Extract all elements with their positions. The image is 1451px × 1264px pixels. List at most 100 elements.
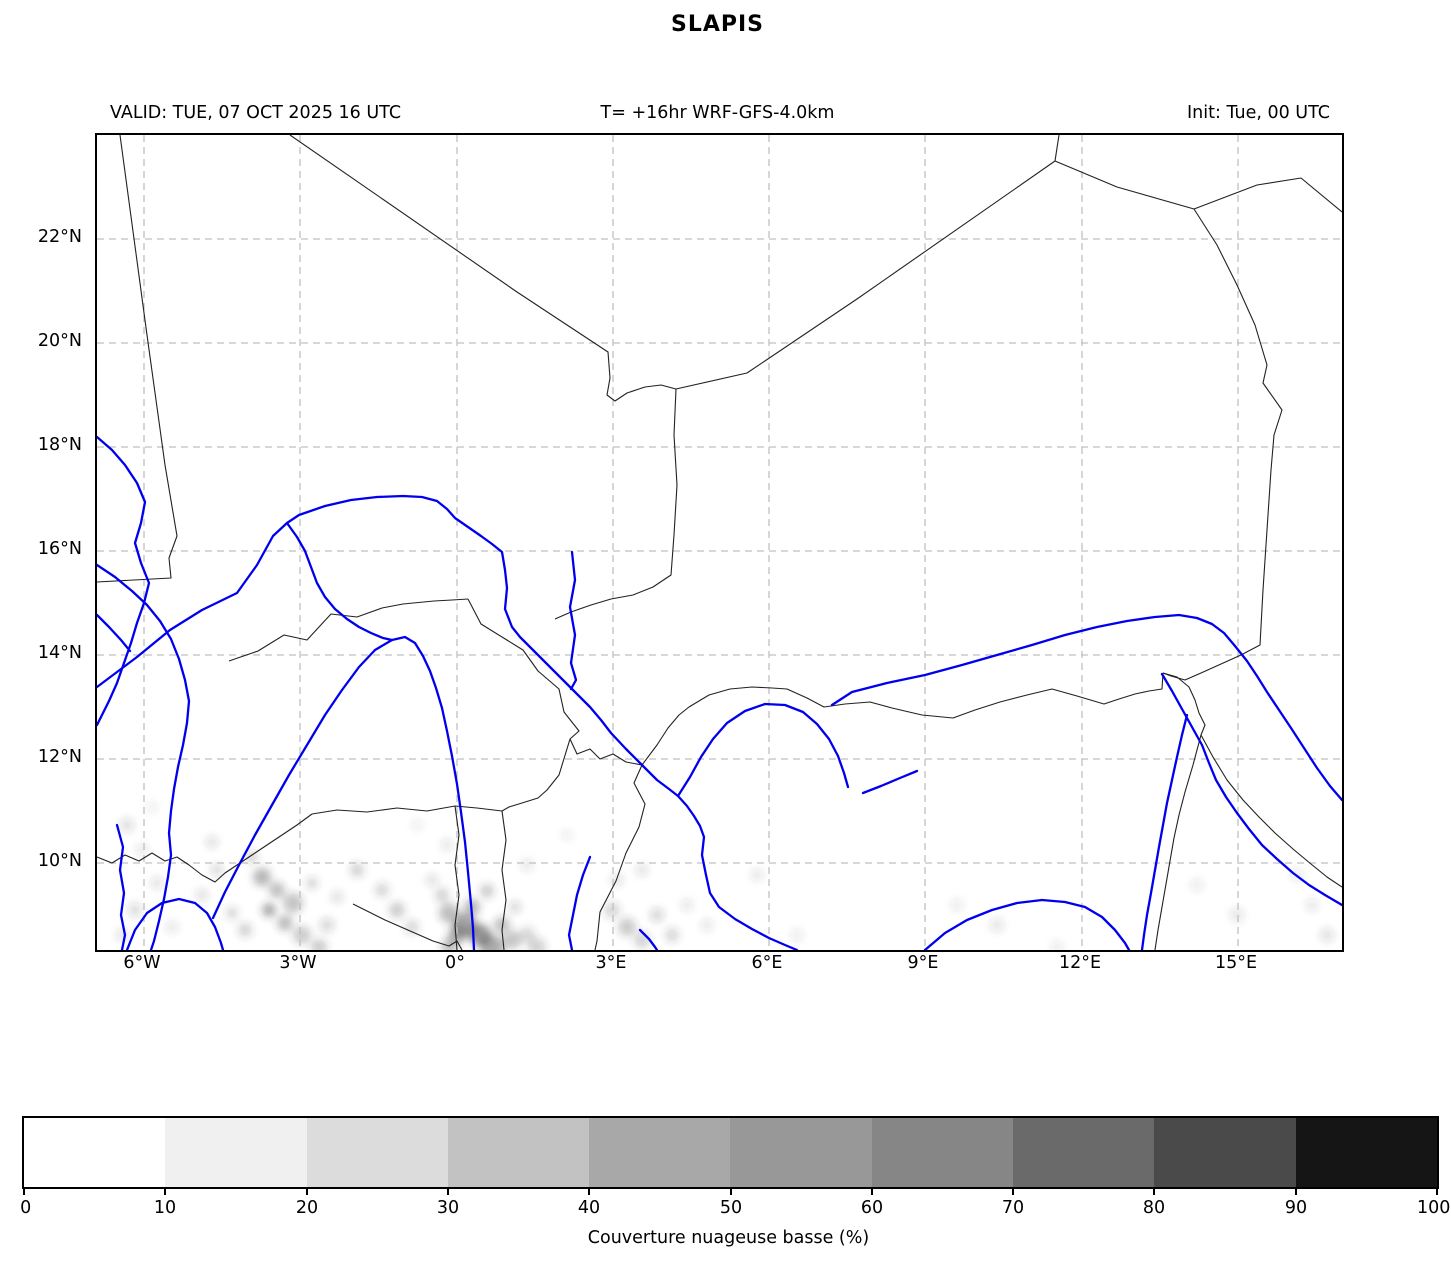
colorbar-tick-label: 80 bbox=[1142, 1198, 1166, 1218]
cloud-blob bbox=[665, 928, 679, 942]
colorbar-tick-label: 70 bbox=[1001, 1198, 1025, 1218]
cloud-blob bbox=[1320, 928, 1334, 942]
x-tick-label: 9°E bbox=[907, 953, 939, 973]
y-tick-label: 18°N bbox=[37, 435, 82, 455]
cloud-blob bbox=[1230, 908, 1244, 922]
colorbar-segment bbox=[1295, 1118, 1437, 1187]
cloud-blob bbox=[951, 899, 963, 911]
colorbar-segment bbox=[165, 1118, 307, 1187]
river-line bbox=[115, 823, 127, 950]
cloud-blob bbox=[151, 877, 163, 889]
cloud-blob bbox=[262, 903, 276, 917]
colorbar-segment bbox=[589, 1118, 731, 1187]
colorbar-tick-label: 0 bbox=[20, 1198, 32, 1218]
y-tick-label: 14°N bbox=[37, 643, 82, 663]
colorbar-tick bbox=[871, 1187, 873, 1195]
colorbar-tick bbox=[1012, 1187, 1014, 1195]
y-tick-label: 22°N bbox=[37, 227, 82, 247]
cloud-blob bbox=[681, 899, 693, 911]
cloud-blob bbox=[441, 839, 453, 851]
river-line bbox=[125, 897, 225, 950]
colorbar-segment bbox=[730, 1118, 872, 1187]
river-line bbox=[1140, 713, 1189, 950]
cloud-blob bbox=[412, 820, 422, 830]
river-line bbox=[676, 702, 850, 798]
y-tick-label: 16°N bbox=[37, 539, 82, 559]
cloud-blob bbox=[990, 918, 1004, 932]
colorbar-tick bbox=[447, 1187, 449, 1195]
country-border-line bbox=[1162, 672, 1342, 888]
colorbar-tick-label: 30 bbox=[436, 1198, 460, 1218]
forecast-model-label: T= +16hr WRF-GFS-4.0km bbox=[600, 103, 835, 123]
colorbar-caption: Couverture nuageuse basse (%) bbox=[587, 1228, 870, 1248]
country-border-line bbox=[467, 598, 580, 740]
country-border-line bbox=[1162, 208, 1283, 681]
river-line bbox=[1160, 672, 1342, 907]
country-border-line bbox=[1154, 734, 1202, 950]
y-tick-label: 20°N bbox=[37, 331, 82, 351]
colorbar-tick bbox=[164, 1187, 166, 1195]
cloud-blob bbox=[120, 818, 134, 832]
colorbar-segment bbox=[871, 1118, 1014, 1187]
colorbar-segment bbox=[306, 1118, 448, 1187]
cloud-blob bbox=[650, 908, 664, 922]
colorbar-tick bbox=[730, 1187, 732, 1195]
river-line bbox=[830, 613, 1342, 802]
country-borders-layer bbox=[97, 135, 1342, 950]
colorbar-tick bbox=[1153, 1187, 1155, 1195]
country-border-line bbox=[97, 813, 313, 883]
river-line bbox=[97, 613, 132, 653]
x-tick-label: 3°E bbox=[595, 953, 627, 973]
cloud-blob bbox=[751, 869, 763, 881]
cloud-blob bbox=[1191, 879, 1203, 891]
map-plot-area[interactable] bbox=[95, 133, 1344, 952]
colorbar-segment bbox=[1154, 1118, 1296, 1187]
cloud-blob bbox=[283, 893, 303, 913]
country-border-line bbox=[641, 672, 1164, 766]
country-border-line bbox=[594, 764, 646, 950]
cloud-blob bbox=[375, 883, 389, 897]
colorbar-tick-label: 20 bbox=[295, 1198, 319, 1218]
country-border-line bbox=[311, 805, 503, 815]
x-tick-label: 12°E bbox=[1058, 953, 1102, 973]
country-border-line bbox=[352, 903, 463, 950]
colorbar-segment bbox=[447, 1118, 590, 1187]
cloud-blob bbox=[311, 939, 327, 950]
x-tick-label: 0° bbox=[445, 953, 465, 973]
cloud-blob bbox=[701, 919, 713, 931]
init-time-label: Init: Tue, 00 UTC bbox=[1187, 103, 1330, 123]
colorbar-tick-label: 10 bbox=[153, 1198, 177, 1218]
colorbar-tick bbox=[588, 1187, 590, 1195]
river-line bbox=[211, 635, 476, 950]
river-line bbox=[923, 898, 1131, 950]
cloud-blob bbox=[226, 907, 238, 919]
y-axis-tick-labels: 22°N 20°N 18°N 16°N 14°N 12°N 10°N bbox=[0, 133, 88, 948]
cloud-blob bbox=[277, 915, 293, 931]
cloud-blob bbox=[562, 830, 572, 840]
cloud-blob bbox=[503, 931, 521, 949]
x-axis-tick-labels: 6°W 3°W 0° 3°E 6°E 9°E 12°E 15°E bbox=[95, 953, 1340, 979]
map-svg bbox=[97, 135, 1342, 950]
river-line bbox=[861, 769, 919, 795]
cloud-blob bbox=[211, 864, 223, 876]
cloud-blob bbox=[521, 859, 533, 871]
cloud-blob bbox=[611, 874, 623, 886]
page-title: SLAPIS bbox=[670, 12, 765, 37]
cloud-blob bbox=[448, 926, 466, 944]
cloud-blob bbox=[604, 902, 620, 918]
country-border-line bbox=[1054, 135, 1060, 162]
colorbar-segment bbox=[1013, 1118, 1155, 1187]
river-line bbox=[567, 855, 592, 950]
cloud-blob bbox=[435, 888, 449, 902]
country-border-line bbox=[569, 738, 643, 766]
cloud-blob bbox=[528, 938, 546, 950]
colorbar-tick-labels: 0 10 20 30 40 50 60 70 80 90 100 bbox=[20, 1198, 1450, 1222]
river-line bbox=[97, 435, 151, 727]
country-border-line bbox=[1054, 160, 1195, 210]
country-border-line bbox=[97, 135, 178, 583]
colorbar-tick bbox=[1436, 1187, 1438, 1195]
cloud-blob bbox=[426, 874, 438, 886]
cloud-blob bbox=[791, 929, 803, 941]
cloud-blob bbox=[147, 802, 157, 812]
cloud-blob bbox=[618, 918, 636, 936]
